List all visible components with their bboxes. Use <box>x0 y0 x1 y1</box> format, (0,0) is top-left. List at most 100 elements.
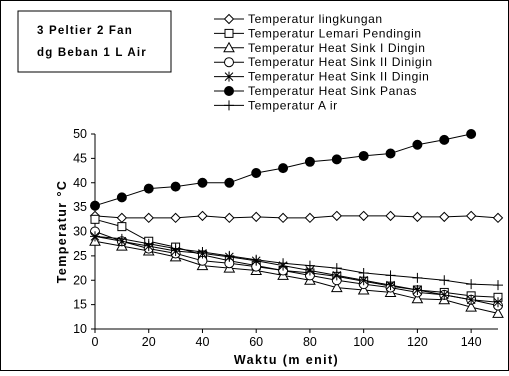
series-1-point <box>331 210 343 222</box>
series-5-point <box>439 289 449 300</box>
legend-item-3-point <box>223 41 235 53</box>
x-tick-label: 140 <box>461 335 482 349</box>
legend-item-5-point <box>224 71 234 82</box>
series-5-point <box>493 297 503 308</box>
legend-item-1-point <box>223 13 235 25</box>
series-3-point <box>330 281 343 293</box>
plot-area <box>89 129 504 318</box>
annotation-line-2: dg Beban 1 L Air <box>37 47 147 59</box>
series-2-line <box>94 218 499 298</box>
series-6-point <box>412 139 423 150</box>
series-3-line <box>94 240 499 314</box>
legend-item-1: Temperatur lingkungan <box>214 12 382 26</box>
series-7-point <box>385 270 396 281</box>
legend-item-7-point <box>224 100 234 111</box>
legend-item-2: Temperatur Lemari Pendingin <box>214 26 422 40</box>
x-tick-label: 40 <box>196 335 210 349</box>
series-5-line <box>94 235 499 303</box>
series-7-point <box>143 238 154 249</box>
y-tick-label: 25 <box>73 249 87 263</box>
x-axis-title: Waktu (m enit) <box>234 353 339 367</box>
series-1-point <box>250 211 262 223</box>
series-6-point <box>385 148 396 159</box>
legend-item-4-point <box>224 57 234 68</box>
series-7-point <box>412 272 423 283</box>
axis-titles: Waktu (m enit) Temperatur °C <box>55 180 339 367</box>
series-6-point <box>304 156 315 167</box>
series-3-point <box>411 292 424 304</box>
series-6-point <box>143 183 154 194</box>
series-7-point <box>197 246 208 257</box>
series-7-point <box>466 279 477 290</box>
series-7-line <box>94 235 499 286</box>
series-7-point <box>116 233 127 244</box>
annotation-frame <box>17 10 172 73</box>
series-7-point <box>224 250 235 261</box>
y-tick-label: 10 <box>73 322 87 336</box>
series-7-point <box>251 254 262 265</box>
series-6-point <box>439 134 450 145</box>
series-7-point <box>358 267 369 278</box>
series-5-point <box>466 294 476 305</box>
x-tick-label: 100 <box>353 335 374 349</box>
legend-item-7: Temperatur A ir <box>214 98 338 112</box>
series-1-point <box>412 211 423 223</box>
series-6-point <box>466 129 477 139</box>
series-1-point <box>304 212 316 224</box>
series-3-point <box>492 307 504 318</box>
series-1-point <box>143 212 154 224</box>
x-tick-label: 120 <box>407 335 428 349</box>
series-6-point <box>170 181 181 192</box>
series-7-point <box>439 275 450 286</box>
y-tick-label: 20 <box>73 273 87 287</box>
series-7-point <box>493 280 503 291</box>
series-4-line <box>94 231 499 307</box>
legend-item-5-label: Temperatur Heat Sink II Dingin <box>248 70 429 84</box>
series-6-point <box>331 154 342 165</box>
x-tick-label: 60 <box>249 335 263 349</box>
series-6-point <box>251 168 262 178</box>
series-6 <box>90 129 477 211</box>
legend-item-5: Temperatur Heat Sink II Dingin <box>214 70 429 84</box>
x-tick-label: 0 <box>92 335 99 349</box>
y-tick-label: 30 <box>73 225 87 239</box>
y-tick-label: 40 <box>73 176 87 190</box>
y-tick-label: 45 <box>73 151 87 165</box>
series-6-point <box>278 163 289 174</box>
series-5-point <box>413 285 422 295</box>
legend-item-2-point <box>224 28 234 38</box>
series-1-line <box>94 215 499 219</box>
series-2-point <box>90 214 100 224</box>
y-axis-title: Temperatur °C <box>55 180 69 284</box>
legend-item-6-label: Temperatur Heat Sink Panas <box>248 84 417 98</box>
series-1-point <box>170 212 181 224</box>
series-1-point <box>197 210 208 222</box>
series-7-point <box>90 231 100 242</box>
legend-item-2-label: Temperatur Lemari Pendingin <box>248 26 422 40</box>
series-7-point <box>278 258 289 269</box>
y-tick-label: 50 <box>73 127 87 141</box>
legend-item-3: Temperatur Heat Sink I Dingin <box>214 41 425 55</box>
series-1-point <box>277 212 289 224</box>
series-1-point <box>358 210 369 222</box>
series-6-point <box>90 200 100 211</box>
y-tick-label: 35 <box>73 200 87 214</box>
series-3-point <box>357 283 370 295</box>
legend-item-3-label: Temperatur Heat Sink I Dingin <box>248 41 425 55</box>
series-6-point <box>197 177 208 188</box>
series-7-point <box>170 243 181 254</box>
series-1-point <box>492 212 504 224</box>
x-tick-label: 20 <box>142 335 156 349</box>
series-7-point <box>331 263 342 274</box>
series-7 <box>90 231 503 291</box>
series-1-point <box>465 210 477 222</box>
series-6-point <box>358 150 369 161</box>
legend-item-4: Temperatur Heat Sink II Dinigin <box>214 55 433 69</box>
legend-item-6: Temperatur Heat Sink Panas <box>214 84 417 98</box>
legend-item-4-label: Temperatur Heat Sink II Dinigin <box>248 55 433 69</box>
legend-item-7-label: Temperatur A ir <box>248 98 338 112</box>
series-1-point <box>385 210 396 222</box>
